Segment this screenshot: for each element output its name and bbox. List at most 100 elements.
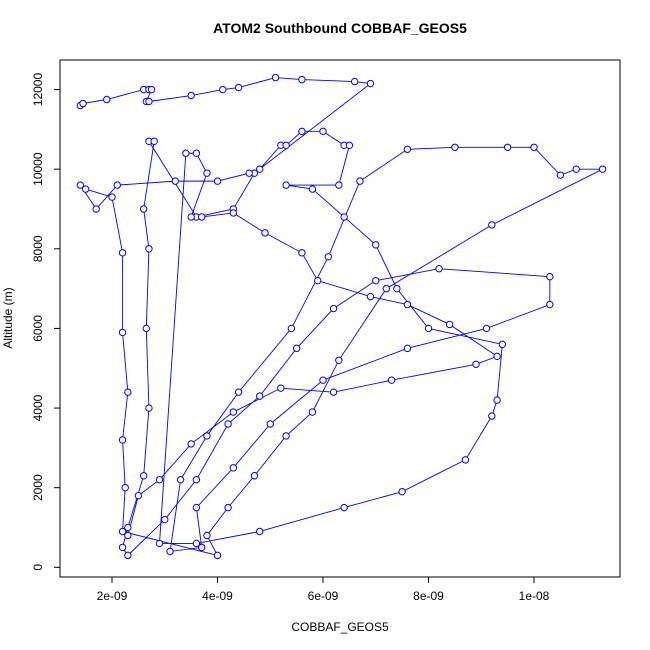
data-point: [166, 547, 174, 556]
data-point: [187, 91, 195, 100]
data-point: [345, 141, 354, 149]
data-point: [155, 539, 164, 548]
data-point: [124, 523, 132, 532]
data-point: [76, 181, 85, 189]
data-point: [155, 476, 164, 484]
x-tick-label: 8e-09: [413, 589, 444, 603]
data-point: [256, 165, 264, 173]
data-point: [398, 487, 406, 496]
data-point: [271, 73, 280, 82]
data-point: [145, 404, 153, 412]
data-point: [187, 213, 195, 221]
data-point: [493, 396, 501, 404]
data-point: [113, 181, 121, 189]
data-point: [298, 75, 306, 84]
data-point: [139, 472, 148, 480]
data-point: [197, 543, 206, 552]
data-point: [134, 491, 143, 500]
data-point: [124, 531, 132, 540]
x-tick-label: 4e-09: [202, 589, 233, 603]
data-point: [118, 328, 127, 337]
data-point: [372, 241, 380, 249]
data-point: [266, 420, 274, 428]
y-tick-label: 2000: [31, 474, 45, 501]
data-point: [171, 177, 180, 185]
data-point: [176, 476, 185, 484]
y-tick-label: 4000: [31, 394, 45, 421]
data-point: [224, 503, 232, 512]
data-point: [319, 376, 327, 384]
data-point: [121, 483, 129, 492]
data-point: [287, 324, 296, 333]
data-point: [308, 408, 317, 416]
data-point: [182, 149, 190, 157]
y-tick-label: 8000: [31, 235, 45, 262]
data-point: [261, 229, 269, 237]
data-point: [250, 472, 259, 480]
data-point: [124, 388, 132, 396]
data-point: [92, 205, 100, 213]
data-point: [382, 284, 391, 293]
data-point: [192, 149, 201, 157]
data-point: [245, 169, 253, 177]
data-point: [150, 137, 158, 146]
y-tick-label: 10000: [31, 152, 45, 186]
data-point: [329, 388, 338, 396]
y-tick-label: 0: [31, 564, 45, 571]
data-point: [139, 205, 148, 213]
data-point: [256, 527, 264, 536]
y-tick-label: 12000: [31, 73, 45, 107]
data-point: [203, 531, 211, 540]
data-point: [572, 165, 580, 173]
data-point: [329, 304, 338, 313]
data-point: [298, 127, 306, 136]
data-point: [298, 249, 306, 257]
data-point: [229, 209, 238, 217]
data-point: [424, 324, 433, 333]
chart-title: ATOM2 Southbound COBBAF_GEOS5: [213, 20, 467, 36]
data-point: [118, 436, 127, 444]
data-point: [314, 276, 322, 285]
data-point: [319, 127, 327, 136]
data-point: [472, 360, 480, 368]
data-point: [282, 141, 290, 149]
data-point: [324, 253, 332, 261]
data-point: [403, 344, 412, 353]
data-point: [192, 503, 201, 512]
data-point: [366, 79, 375, 88]
data-point: [387, 376, 396, 384]
data-point: [530, 143, 538, 151]
data-point: [556, 171, 565, 179]
data-point: [118, 527, 127, 536]
data-point: [445, 320, 454, 329]
data-point: [118, 543, 127, 552]
x-tick-label: 1e-08: [519, 589, 550, 603]
y-axis-label: Altitude (m): [1, 287, 15, 348]
data-point: [192, 476, 201, 484]
data-point: [335, 181, 343, 189]
data-point: [308, 185, 317, 193]
data-point: [219, 85, 227, 94]
data-point: [340, 213, 348, 221]
data-point: [256, 392, 264, 400]
data-point: [366, 292, 375, 301]
data-point: [203, 169, 211, 177]
data-point: [292, 344, 301, 353]
data-point: [403, 300, 412, 309]
data-point: [103, 95, 111, 104]
data-point: [187, 440, 195, 448]
data-point: [145, 97, 153, 106]
x-axis-label: COBBAF_GEOS5: [291, 620, 389, 634]
data-point: [81, 185, 90, 193]
data-point: [435, 265, 443, 273]
data-point: [145, 245, 153, 253]
data-point: [461, 456, 470, 464]
data-point: [124, 551, 132, 560]
x-tick-label: 6e-09: [308, 589, 339, 603]
y-tick-label: 6000: [31, 315, 45, 342]
data-point: [277, 384, 285, 392]
data-point: [213, 551, 222, 560]
data-point: [372, 276, 380, 285]
